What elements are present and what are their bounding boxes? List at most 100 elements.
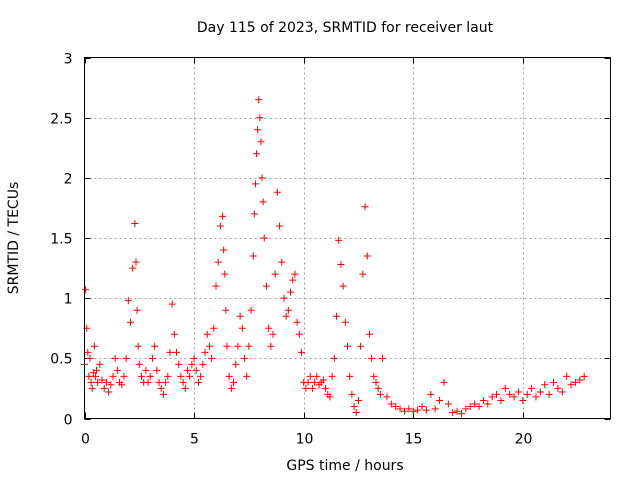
- data-point: [344, 342, 351, 350]
- data-point: [545, 390, 553, 398]
- data-point: [197, 372, 205, 380]
- data-point: [563, 372, 571, 380]
- data-points: [81, 96, 588, 418]
- data-point: [271, 270, 279, 278]
- data-point: [102, 378, 110, 386]
- data-point: [365, 330, 373, 338]
- y-axis-label: SRMTID / TECUs: [6, 182, 22, 295]
- data-point: [109, 372, 117, 380]
- chart-title: Day 115 of 2023, SRMTID for receiver lau…: [197, 20, 494, 36]
- data-point: [330, 354, 338, 362]
- data-point: [199, 360, 207, 368]
- data-point: [567, 381, 575, 389]
- data-point: [179, 378, 187, 386]
- data-point: [313, 372, 321, 380]
- data-point: [173, 348, 181, 356]
- x-tick-label: 10: [296, 432, 314, 448]
- data-point: [304, 378, 312, 386]
- data-point: [247, 306, 255, 314]
- data-point: [124, 297, 132, 305]
- data-point: [337, 260, 345, 268]
- data-point: [243, 372, 251, 380]
- data-point: [471, 400, 479, 408]
- data-point: [240, 354, 248, 362]
- data-point: [122, 354, 130, 362]
- data-point: [284, 306, 292, 314]
- data-point: [379, 354, 387, 362]
- data-point: [129, 264, 137, 272]
- data-point: [254, 126, 262, 134]
- data-point: [335, 236, 343, 244]
- data-point: [359, 270, 367, 278]
- data-point: [374, 384, 382, 392]
- data-point: [462, 405, 470, 413]
- data-point: [297, 348, 305, 356]
- tick-labels: 0 5 10 15 20 0 0.5 1 1.5 2 2.5 3: [50, 52, 532, 448]
- data-point: [93, 366, 101, 374]
- data-point: [280, 294, 288, 302]
- y-tick-label: 0: [64, 413, 73, 429]
- data-point: [259, 198, 267, 206]
- data-point: [488, 393, 496, 401]
- data-point: [514, 388, 522, 396]
- data-point: [273, 188, 281, 196]
- data-point: [184, 366, 192, 374]
- data-point: [276, 222, 284, 230]
- data-point: [151, 342, 159, 350]
- data-point: [144, 378, 152, 386]
- data-point: [208, 354, 216, 362]
- data-point: [484, 400, 492, 408]
- data-point: [94, 378, 102, 386]
- data-point: [210, 324, 218, 332]
- data-point: [250, 210, 258, 218]
- data-point: [214, 258, 222, 266]
- data-point: [466, 402, 474, 410]
- data-point: [236, 312, 244, 320]
- data-point: [107, 381, 115, 389]
- data-point: [234, 342, 242, 350]
- x-axis-label: GPS time / hours: [286, 458, 403, 474]
- grid-lines: [84, 57, 611, 419]
- data-point: [550, 378, 558, 386]
- data-point: [322, 384, 330, 392]
- data-point: [205, 342, 213, 350]
- data-point: [475, 402, 483, 410]
- data-point: [400, 407, 408, 415]
- data-point: [383, 393, 391, 401]
- data-point: [216, 222, 224, 230]
- data-point: [493, 390, 501, 398]
- data-point: [168, 300, 176, 308]
- data-point: [113, 366, 121, 374]
- data-point: [253, 150, 261, 158]
- data-point: [409, 407, 417, 415]
- y-tick-label: 3: [64, 52, 73, 68]
- data-point: [289, 276, 297, 284]
- data-point: [339, 282, 347, 290]
- data-point: [291, 270, 299, 278]
- data-point: [85, 372, 93, 380]
- data-point: [170, 330, 178, 338]
- data-point: [528, 384, 536, 392]
- y-tick-label: 2.5: [50, 112, 72, 128]
- data-point: [157, 384, 165, 392]
- data-point: [319, 376, 327, 384]
- data-point: [422, 406, 430, 414]
- data-point: [287, 288, 295, 296]
- data-point: [194, 378, 202, 386]
- data-point: [311, 378, 319, 386]
- x-tick-label: 5: [190, 432, 199, 448]
- x-tick-label: 15: [405, 432, 423, 448]
- data-point: [444, 400, 452, 408]
- data-point: [346, 372, 354, 380]
- data-point: [510, 393, 518, 401]
- data-point: [245, 342, 253, 350]
- data-point: [255, 96, 263, 104]
- data-point: [571, 378, 579, 386]
- data-point: [348, 390, 356, 398]
- data-point: [326, 393, 334, 401]
- data-point: [308, 384, 316, 392]
- data-point: [278, 258, 286, 266]
- data-point: [148, 354, 156, 362]
- data-point: [132, 258, 140, 266]
